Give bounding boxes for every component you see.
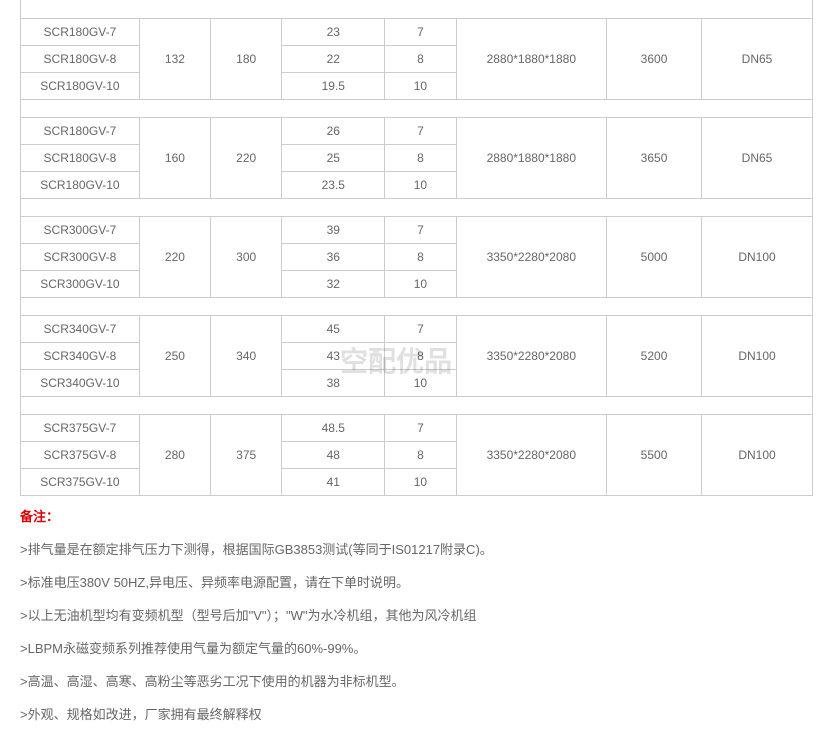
cell-c5: 7: [385, 216, 456, 243]
cell-c5: 7: [385, 117, 456, 144]
spacer: [21, 198, 813, 216]
cell-c3: 220: [211, 117, 282, 198]
table-row: SCR300GV-72203003973350*2280*20805000DN1…: [21, 216, 813, 243]
cell-c4: 22: [282, 45, 385, 72]
cell-c4: 39: [282, 216, 385, 243]
cell-c7: 5200: [607, 315, 702, 396]
cell-c4: 23.5: [282, 171, 385, 198]
spec-table: SCR180GV-71321802372880*1880*18803600DN6…: [20, 0, 813, 496]
cell-model: SCR180GV-10: [21, 72, 140, 99]
cell-c8: DN65: [702, 18, 813, 99]
cell-c5: 8: [385, 45, 456, 72]
cell-model: SCR180GV-8: [21, 45, 140, 72]
cell-model: SCR340GV-7: [21, 315, 140, 342]
cell-model: SCR340GV-8: [21, 342, 140, 369]
cell-c6: 3350*2280*2080: [456, 414, 606, 495]
cell-c6: 2880*1880*1880: [456, 18, 606, 99]
cell-c4: 41: [282, 468, 385, 495]
cell-c5: 7: [385, 414, 456, 441]
cell-c5: 10: [385, 468, 456, 495]
cell-c3: 300: [211, 216, 282, 297]
cell-c4: 48: [282, 441, 385, 468]
cell-c2: 280: [139, 414, 210, 495]
cell-c5: 8: [385, 441, 456, 468]
spacer: [21, 0, 813, 18]
remark-line: >LBPM永磁变频系列推荐使用气量为额定气量的60%-99%。: [20, 638, 813, 657]
cell-c2: 250: [139, 315, 210, 396]
cell-c2: 220: [139, 216, 210, 297]
cell-c6: 3350*2280*2080: [456, 216, 606, 297]
table-row: SCR375GV-728037548.573350*2280*20805500D…: [21, 414, 813, 441]
cell-c4: 26: [282, 117, 385, 144]
remark-line: >标准电压380V 50HZ,异电压、异频率电源配置，请在下单时说明。: [20, 572, 813, 591]
cell-c2: 132: [139, 18, 210, 99]
cell-model: SCR180GV-10: [21, 171, 140, 198]
cell-model: SCR375GV-8: [21, 441, 140, 468]
cell-c2: 160: [139, 117, 210, 198]
cell-c6: 3350*2280*2080: [456, 315, 606, 396]
cell-c4: 48.5: [282, 414, 385, 441]
remark-line: >以上无油机型均有变频机型（型号后加"V"）；"W"为水冷机组，其他为风冷机组: [20, 605, 813, 624]
cell-c4: 32: [282, 270, 385, 297]
cell-model: SCR180GV-8: [21, 144, 140, 171]
cell-model: SCR180GV-7: [21, 18, 140, 45]
cell-c4: 19.5: [282, 72, 385, 99]
cell-model: SCR340GV-10: [21, 369, 140, 396]
cell-c4: 45: [282, 315, 385, 342]
cell-model: SCR300GV-7: [21, 216, 140, 243]
cell-c8: DN100: [702, 315, 813, 396]
table-row: SCR340GV-72503404573350*2280*20805200DN1…: [21, 315, 813, 342]
cell-c8: DN100: [702, 414, 813, 495]
cell-c5: 10: [385, 171, 456, 198]
remark-line: >排气量是在额定排气压力下测得，根据国际GB3853测试(等同于IS01217附…: [20, 539, 813, 558]
table-row: SCR180GV-71321802372880*1880*18803600DN6…: [21, 18, 813, 45]
cell-c4: 43: [282, 342, 385, 369]
remarks-section: 备注： >排气量是在额定排气压力下测得，根据国际GB3853测试(等同于IS01…: [20, 506, 813, 723]
cell-c8: DN65: [702, 117, 813, 198]
table-row: SCR180GV-71602202672880*1880*18803650DN6…: [21, 117, 813, 144]
cell-c5: 10: [385, 270, 456, 297]
cell-c7: 3650: [607, 117, 702, 198]
cell-model: SCR180GV-7: [21, 117, 140, 144]
cell-model: SCR375GV-7: [21, 414, 140, 441]
cell-model: SCR300GV-8: [21, 243, 140, 270]
cell-c3: 375: [211, 414, 282, 495]
cell-c5: 10: [385, 369, 456, 396]
cell-c7: 5000: [607, 216, 702, 297]
cell-c3: 180: [211, 18, 282, 99]
cell-c5: 8: [385, 144, 456, 171]
spacer: [21, 396, 813, 414]
remark-line: >外观、规格如改进，厂家拥有最终解释权: [20, 704, 813, 723]
spacer: [21, 297, 813, 315]
cell-c7: 5500: [607, 414, 702, 495]
cell-c5: 10: [385, 72, 456, 99]
spacer: [21, 99, 813, 117]
cell-c4: 36: [282, 243, 385, 270]
cell-c7: 3600: [607, 18, 702, 99]
cell-c5: 8: [385, 342, 456, 369]
cell-model: SCR300GV-10: [21, 270, 140, 297]
remarks-title: 备注：: [20, 506, 813, 525]
cell-c4: 25: [282, 144, 385, 171]
cell-c5: 7: [385, 18, 456, 45]
cell-c4: 38: [282, 369, 385, 396]
cell-c8: DN100: [702, 216, 813, 297]
cell-model: SCR375GV-10: [21, 468, 140, 495]
remark-line: >高温、高湿、高寒、高粉尘等恶劣工况下使用的机器为非标机型。: [20, 671, 813, 690]
cell-c5: 7: [385, 315, 456, 342]
cell-c6: 2880*1880*1880: [456, 117, 606, 198]
cell-c5: 8: [385, 243, 456, 270]
cell-c4: 23: [282, 18, 385, 45]
cell-c3: 340: [211, 315, 282, 396]
